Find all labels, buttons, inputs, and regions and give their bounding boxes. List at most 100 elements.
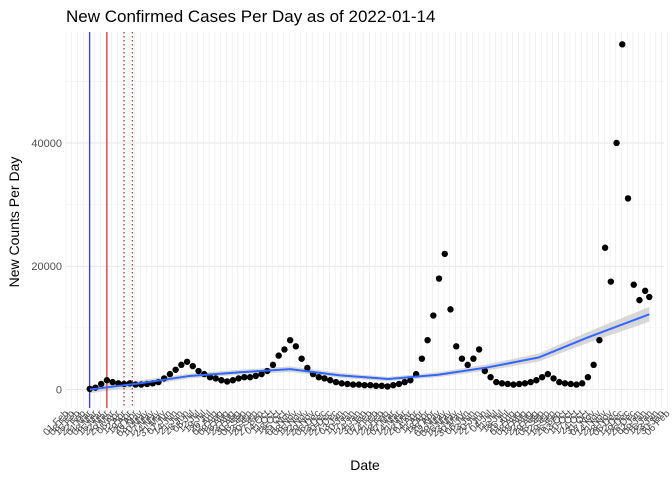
data-point — [292, 343, 300, 350]
data-point — [556, 378, 563, 386]
smooth-line — [89, 313, 650, 391]
data-point — [372, 382, 380, 390]
data-point — [464, 361, 471, 369]
data-point — [481, 367, 489, 375]
data-point — [636, 296, 643, 304]
data-point — [453, 343, 460, 350]
data-point — [361, 381, 368, 389]
data-point — [578, 380, 586, 387]
data-point — [516, 380, 523, 388]
y-tick-label: 40000 — [31, 138, 62, 150]
data-point — [401, 378, 408, 386]
data-point — [630, 281, 637, 288]
data-point — [212, 375, 219, 382]
data-point — [550, 375, 557, 382]
data-point — [338, 380, 345, 387]
data-point — [395, 380, 403, 388]
data-point — [613, 139, 620, 147]
data-point — [584, 373, 592, 381]
data-point — [97, 380, 105, 388]
data-point — [487, 373, 494, 381]
data-point — [109, 378, 116, 386]
data-point — [218, 377, 225, 384]
data-point — [246, 373, 254, 381]
data-point — [390, 381, 397, 389]
data-point — [189, 362, 196, 370]
data-point — [646, 293, 653, 301]
data-point — [441, 250, 448, 258]
data-point — [223, 378, 231, 385]
data-point — [241, 373, 248, 381]
data-point — [430, 312, 437, 319]
data-point — [607, 278, 615, 285]
confidence-band — [89, 306, 650, 394]
data-point — [384, 383, 391, 390]
data-point — [321, 375, 328, 382]
smooth-line-layer — [89, 313, 650, 391]
data-point — [349, 381, 357, 388]
data-point — [252, 372, 259, 380]
data-point — [533, 377, 540, 384]
data-point — [275, 352, 282, 359]
data-point — [641, 287, 649, 295]
data-point — [458, 355, 466, 362]
data-point — [178, 361, 185, 369]
y-tick-label: 0 — [56, 385, 62, 397]
data-point — [332, 378, 340, 386]
data-points — [86, 41, 653, 393]
data-point — [229, 377, 237, 384]
data-point — [561, 380, 569, 387]
data-point — [367, 381, 374, 389]
data-point — [355, 381, 363, 388]
data-point — [378, 382, 385, 390]
data-point — [195, 367, 202, 375]
data-point — [590, 361, 597, 369]
data-point — [424, 336, 431, 344]
y-axis-ticks: 0 20000 40000 — [31, 138, 62, 397]
data-point — [475, 346, 483, 353]
data-point — [527, 378, 534, 386]
data-point — [601, 244, 609, 251]
data-point — [544, 370, 552, 378]
data-point — [281, 346, 288, 353]
smooth-confidence-band — [89, 306, 650, 394]
data-point — [493, 378, 500, 386]
chart-grid — [65, 32, 668, 408]
data-point — [510, 381, 517, 388]
y-axis-title: New Counts Per Day — [6, 157, 22, 288]
data-point — [298, 355, 305, 362]
data-point — [172, 366, 179, 373]
data-point — [521, 380, 529, 387]
data-point — [418, 355, 426, 362]
data-point — [447, 306, 454, 313]
reference-lines — [89, 32, 133, 408]
data-point — [596, 336, 603, 344]
data-point — [624, 195, 632, 202]
y-tick-label: 20000 — [31, 261, 62, 273]
data-point — [286, 336, 294, 344]
data-point — [269, 361, 277, 369]
data-point — [344, 380, 351, 388]
data-point — [258, 370, 265, 378]
data-point — [498, 380, 506, 387]
data-point — [619, 41, 626, 48]
data-point — [206, 373, 214, 381]
data-point — [327, 377, 334, 384]
data-point — [235, 375, 242, 382]
chart-title: New Confirmed Cases Per Day as of 2022-0… — [66, 7, 435, 26]
data-point — [538, 373, 546, 381]
data-point — [103, 377, 111, 384]
data-point — [166, 370, 174, 378]
data-point — [304, 364, 311, 372]
data-point — [567, 380, 574, 388]
data-point — [435, 275, 443, 282]
data-point — [315, 373, 322, 381]
data-point — [183, 358, 191, 365]
data-point — [407, 377, 414, 384]
data-point — [504, 380, 511, 388]
x-axis-title: Date — [350, 457, 380, 473]
data-point — [573, 381, 580, 388]
data-point — [470, 355, 477, 362]
